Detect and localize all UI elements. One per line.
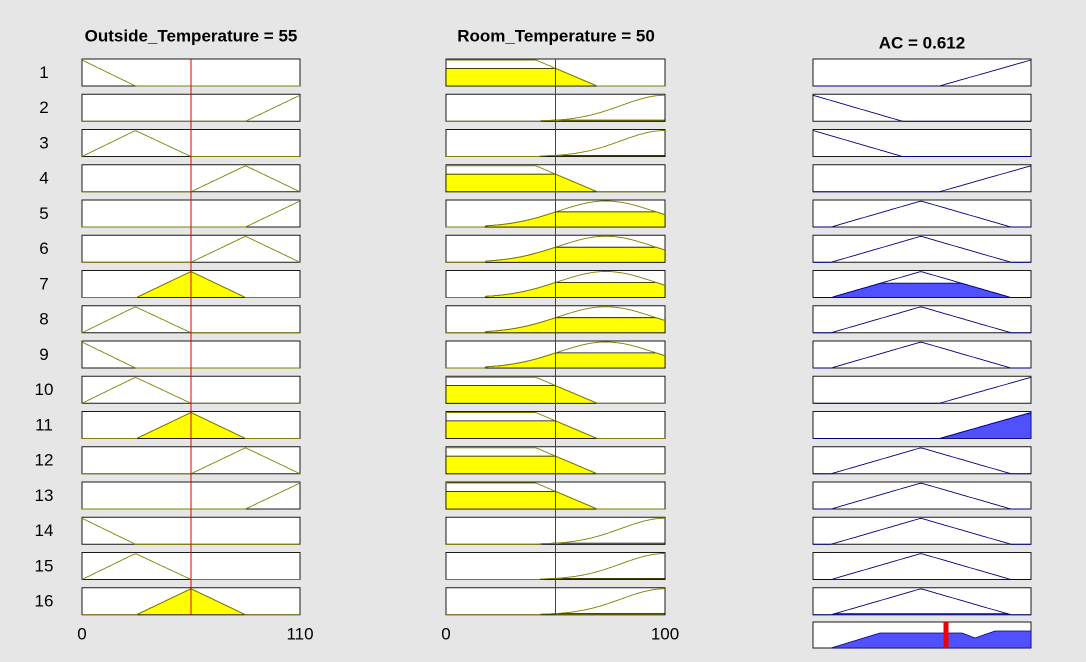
rule-number: 8	[39, 310, 48, 329]
rule-number: 15	[35, 556, 54, 575]
rule-number: 10	[35, 380, 54, 399]
membership-curve	[813, 341, 1031, 369]
output-title: AC = 0.612	[879, 33, 965, 52]
rule-number: 3	[39, 133, 48, 152]
membership-curve	[813, 553, 1031, 580]
membership-curve	[813, 588, 1031, 616]
aggregate-output	[830, 630, 1032, 649]
input-title: Outside_Temperature = 55	[85, 26, 298, 45]
fired-area	[540, 154, 666, 157]
membership-curve	[812, 130, 1031, 157]
rule-number: 2	[39, 98, 48, 117]
rule-number: 13	[35, 486, 54, 505]
membership-curve	[813, 376, 1032, 404]
membership-curve	[812, 94, 1031, 122]
membership-curve	[813, 236, 1031, 263]
membership-curve	[813, 200, 1031, 228]
rule-number: 6	[39, 239, 48, 258]
membership-curve	[813, 59, 1032, 87]
membership-curve	[813, 271, 1031, 298]
membership-curve	[813, 482, 1031, 510]
membership-curve	[813, 447, 1031, 475]
fired-area	[540, 578, 666, 580]
membership-curve	[813, 518, 1031, 545]
rule-number: 14	[35, 521, 54, 540]
membership-box	[812, 58, 1032, 87]
membership-box	[812, 93, 1032, 122]
fired-area	[540, 613, 666, 616]
membership-box	[812, 375, 1032, 404]
defuzzified-output	[943, 622, 949, 648]
membership-curve	[813, 412, 1032, 439]
membership-box	[812, 129, 1032, 157]
rule-number: 5	[39, 204, 48, 223]
axis-min-label: 0	[77, 624, 86, 643]
rule-number: 7	[39, 274, 48, 293]
axis-max-label: 110	[286, 624, 313, 643]
fired-area	[832, 613, 1010, 616]
membership-curve	[813, 165, 1032, 193]
rule-number: 11	[35, 415, 53, 434]
membership-curve	[813, 306, 1031, 334]
rule-number: 16	[35, 592, 54, 611]
rule-number: 1	[39, 63, 48, 82]
axis-max-label: 100	[651, 624, 679, 643]
membership-box	[812, 164, 1032, 193]
fired-area	[540, 542, 666, 545]
rule-number: 4	[39, 169, 48, 188]
rule-number: 12	[35, 451, 54, 470]
input-title: Room_Temperature = 50	[457, 26, 655, 45]
axis-min-label: 0	[441, 624, 450, 643]
membership-box	[812, 340, 1032, 369]
rule-number: 9	[39, 345, 48, 364]
fired-area	[540, 119, 666, 122]
